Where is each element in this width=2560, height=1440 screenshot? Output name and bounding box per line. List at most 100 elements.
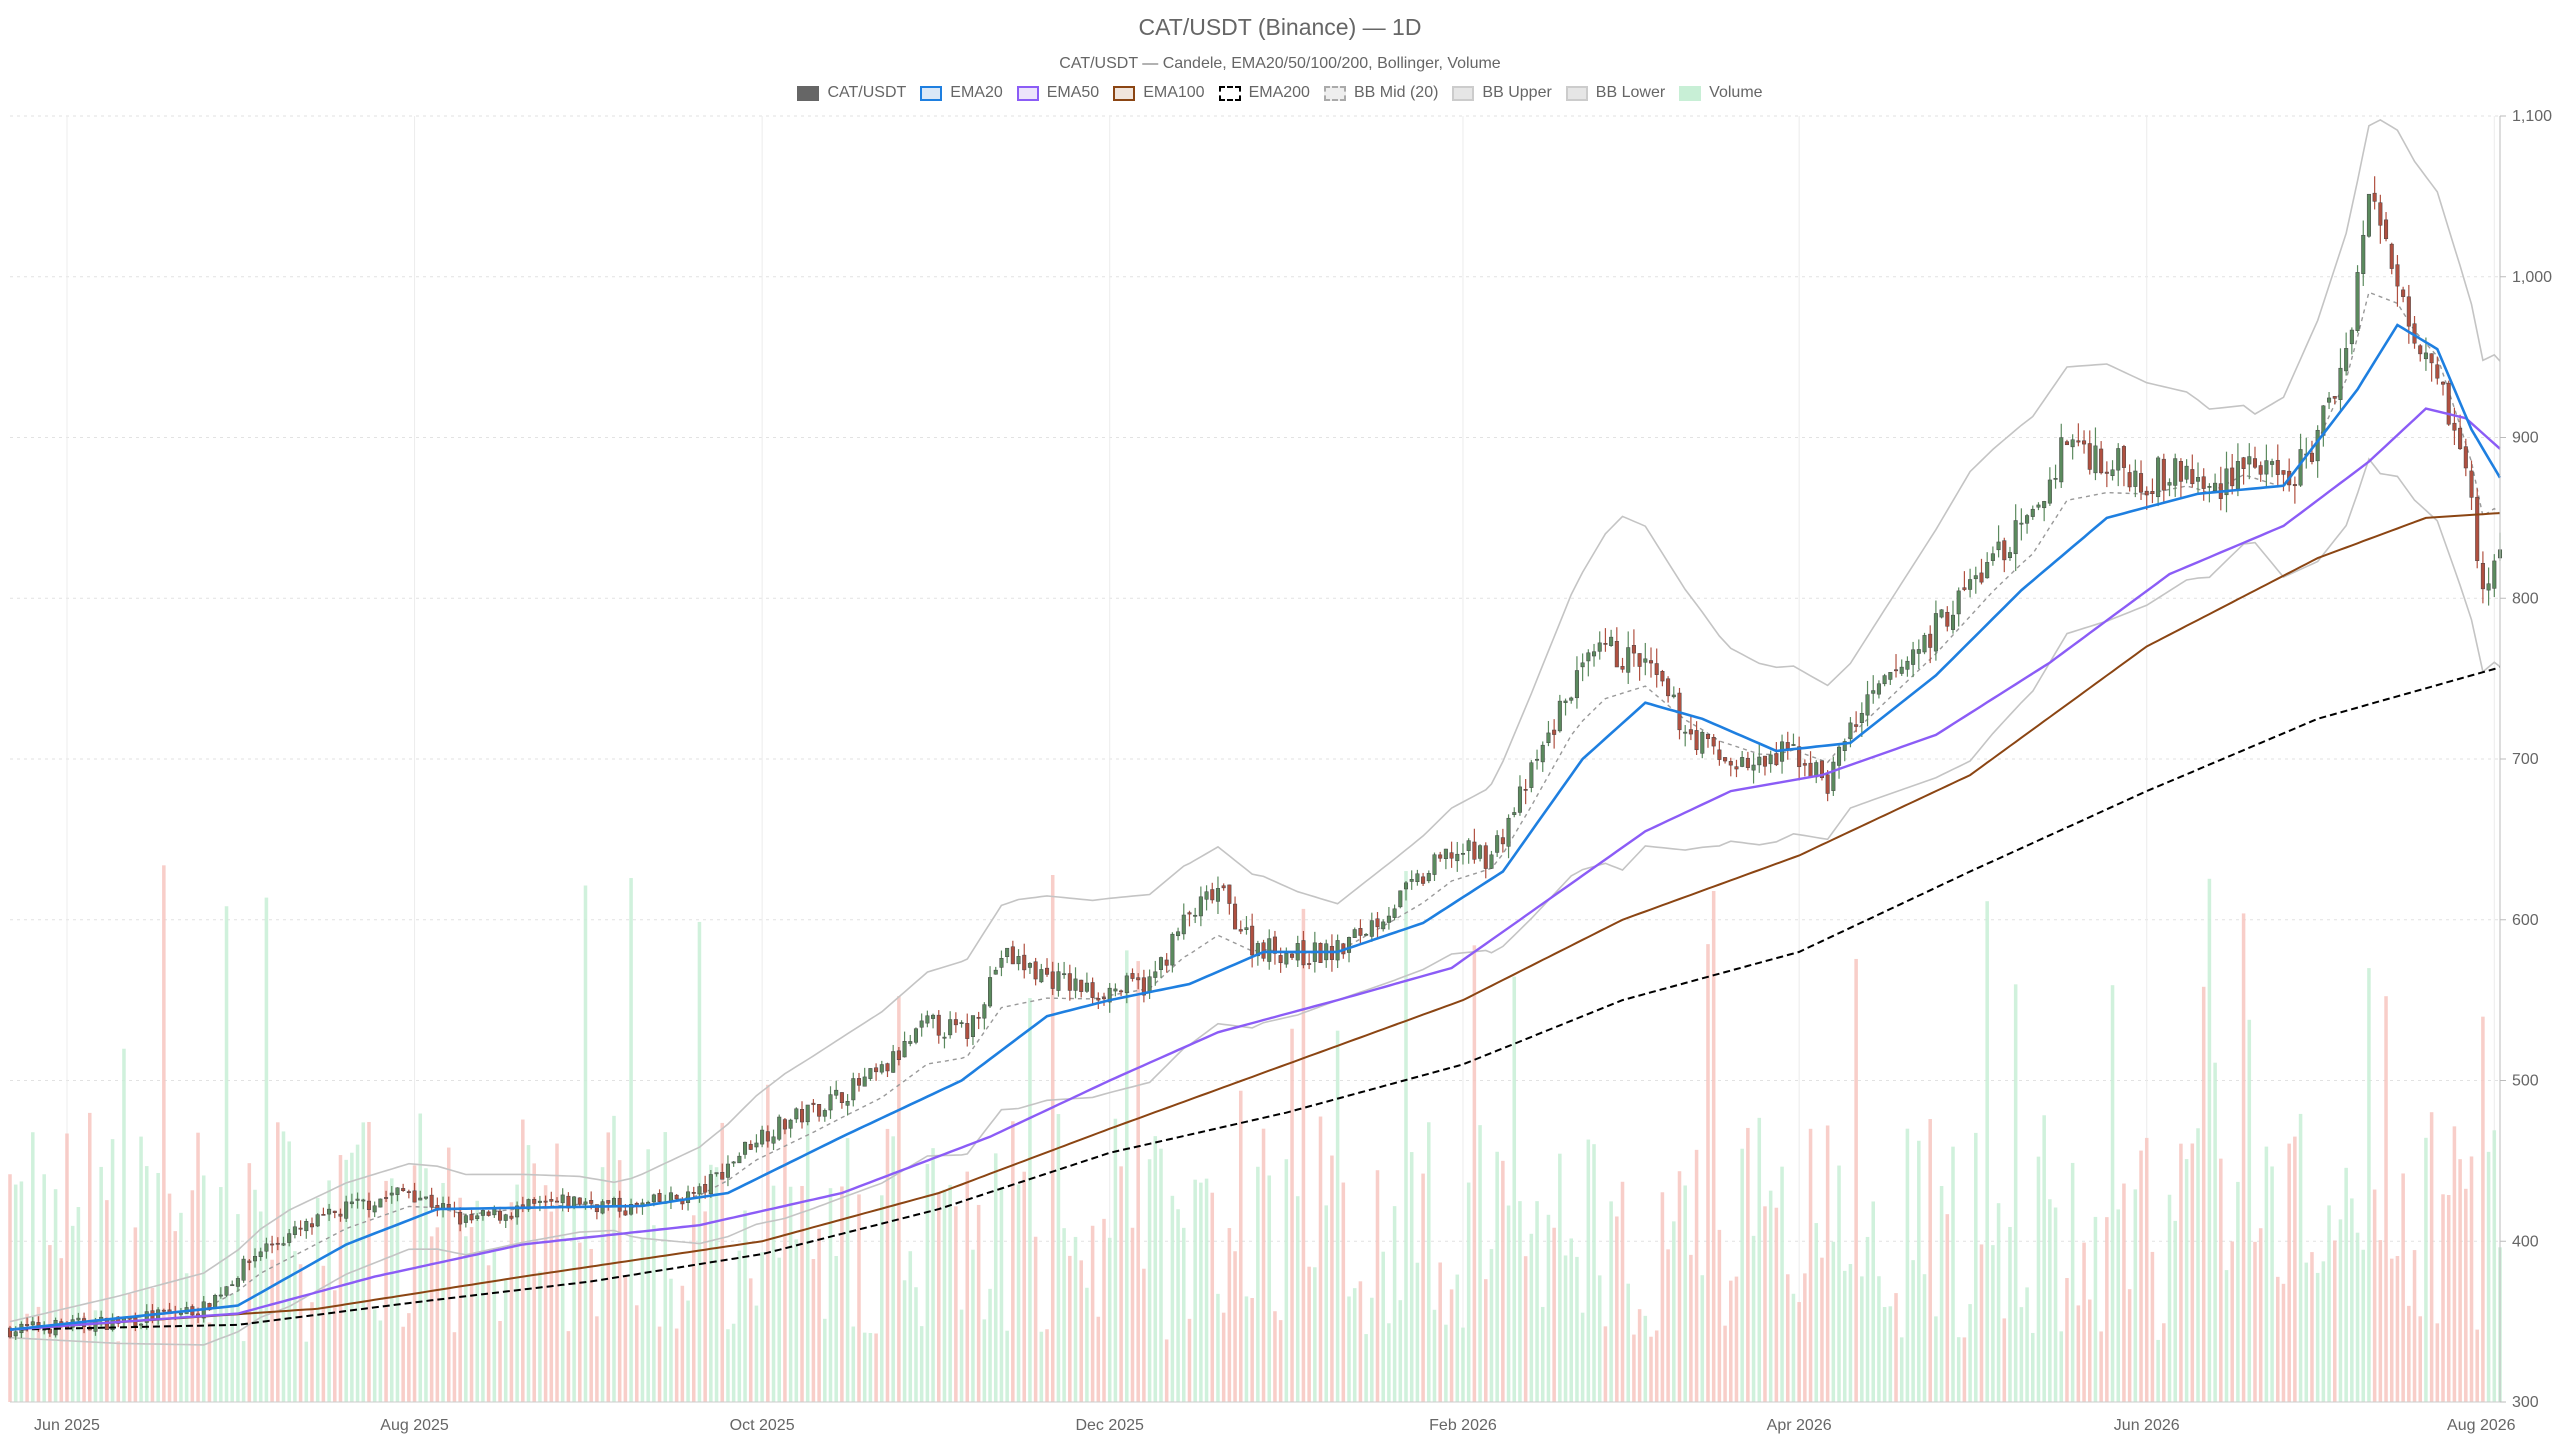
volume-bar xyxy=(372,1309,377,1402)
volume-bar xyxy=(1039,1331,1044,1402)
legend-item[interactable]: BB Upper xyxy=(1452,84,1552,102)
candle-body xyxy=(13,1331,18,1337)
volume-bar xyxy=(1244,1296,1249,1402)
candle-body xyxy=(1107,987,1112,1003)
candle-body xyxy=(845,1101,850,1106)
volume-bar xyxy=(2435,1323,2440,1402)
legend-item[interactable]: EMA50 xyxy=(1016,84,1099,102)
volume-bar xyxy=(1216,1293,1220,1402)
candle-body xyxy=(1609,636,1614,646)
candle-body xyxy=(1187,912,1192,915)
volume-bar xyxy=(1210,1192,1215,1402)
candle-body xyxy=(1005,947,1010,957)
candle-body xyxy=(965,1023,970,1039)
volume-bar xyxy=(851,1326,856,1402)
candle-body xyxy=(674,1194,679,1200)
volume-bar xyxy=(988,1288,992,1402)
volume-bar xyxy=(407,1313,411,1402)
legend-item[interactable]: Volume xyxy=(1679,84,1763,102)
candle-body xyxy=(1648,660,1654,664)
legend-item[interactable]: EMA20 xyxy=(920,84,1003,102)
candle-body xyxy=(976,1016,981,1019)
volume-bar xyxy=(1073,1236,1078,1402)
volume-bar xyxy=(1523,1256,1528,1402)
volume-bar xyxy=(515,1184,519,1402)
volume-bar xyxy=(623,1275,628,1402)
volume-bar xyxy=(492,1250,497,1402)
volume-bar xyxy=(1535,1201,1539,1402)
volume-bar xyxy=(2464,1188,2468,1402)
legend-item[interactable]: BB Lower xyxy=(1565,84,1665,102)
volume-bar xyxy=(868,1333,873,1402)
legend-label: BB Mid (20) xyxy=(1353,84,1439,101)
candle-body xyxy=(1181,914,1186,935)
volume-bar xyxy=(1837,1165,1841,1402)
candle-body xyxy=(1221,885,1226,889)
candle-body xyxy=(902,1041,907,1058)
volume-bar xyxy=(2087,1299,2092,1402)
candle-body xyxy=(1876,683,1881,695)
legend-label: EMA100 xyxy=(1143,84,1205,101)
volume-bar xyxy=(2082,1242,2086,1402)
volume-bar xyxy=(105,1200,109,1402)
candle-body xyxy=(868,1068,873,1079)
volume-bar xyxy=(1979,1244,1984,1402)
candle-body xyxy=(1626,647,1631,673)
volume-bar xyxy=(446,1147,451,1402)
legend-item[interactable]: EMA100 xyxy=(1113,84,1205,102)
volume-bar xyxy=(811,1259,816,1402)
volume-bar xyxy=(1991,1245,1995,1402)
candle-body xyxy=(1238,929,1243,932)
volume-bar xyxy=(1934,1316,1938,1402)
candle-body xyxy=(1529,762,1534,788)
volume-bar xyxy=(1466,1182,1471,1402)
volume-bar xyxy=(2224,1270,2229,1402)
volume-bar xyxy=(1096,1316,1101,1402)
volume-bar xyxy=(42,1174,46,1402)
candle-body xyxy=(2116,448,2121,471)
x-tick-label: Aug 2025 xyxy=(380,1417,449,1434)
candle-body xyxy=(401,1188,406,1191)
volume-bar xyxy=(144,1166,149,1402)
volume-bar xyxy=(1706,944,1710,1402)
candle-body xyxy=(2076,440,2081,443)
candle-body xyxy=(475,1215,480,1219)
volume-bar xyxy=(1352,1288,1357,1402)
volume-bar xyxy=(1358,1281,1363,1402)
volume-bar xyxy=(1438,1262,1442,1402)
volume-bar xyxy=(2105,1217,2109,1402)
candle-body xyxy=(2042,501,2047,509)
volume-bar xyxy=(1170,1195,1175,1402)
volume-bar xyxy=(327,1180,331,1402)
candle-body xyxy=(1723,757,1728,762)
legend-item[interactable]: BB Mid (20) xyxy=(1323,84,1439,102)
candle-body xyxy=(2133,470,2138,487)
candle-body xyxy=(2366,193,2371,237)
volume-bar xyxy=(213,1295,217,1402)
y-tick-label: 1,100 xyxy=(2512,108,2552,125)
candle-body xyxy=(1831,761,1836,791)
volume-bar xyxy=(298,1264,303,1402)
volume-bar xyxy=(452,1332,457,1402)
volume-bar xyxy=(122,1048,126,1402)
volume-bar xyxy=(2093,1216,2098,1402)
candle-body xyxy=(2423,352,2428,360)
volume-bar xyxy=(1654,1330,1659,1402)
candle-body xyxy=(144,1311,149,1323)
volume-bar xyxy=(1951,1146,1955,1402)
legend-item[interactable]: CAT/USDT xyxy=(797,84,906,102)
candle-body xyxy=(686,1191,691,1203)
candle-body xyxy=(2384,219,2389,239)
volume-bar xyxy=(2116,1209,2121,1402)
candle-body xyxy=(2458,427,2463,450)
candle-body xyxy=(2184,465,2189,480)
candle-body xyxy=(1495,835,1500,853)
volume-bar xyxy=(748,1278,753,1402)
legend-item[interactable]: EMA200 xyxy=(1218,84,1310,102)
volume-bar xyxy=(1347,1296,1351,1402)
candle-body xyxy=(1022,954,1027,971)
candle-body xyxy=(25,1324,30,1326)
volume-bar xyxy=(1193,1179,1197,1402)
ema100-line xyxy=(9,512,2501,1331)
candle-body xyxy=(1865,694,1870,716)
